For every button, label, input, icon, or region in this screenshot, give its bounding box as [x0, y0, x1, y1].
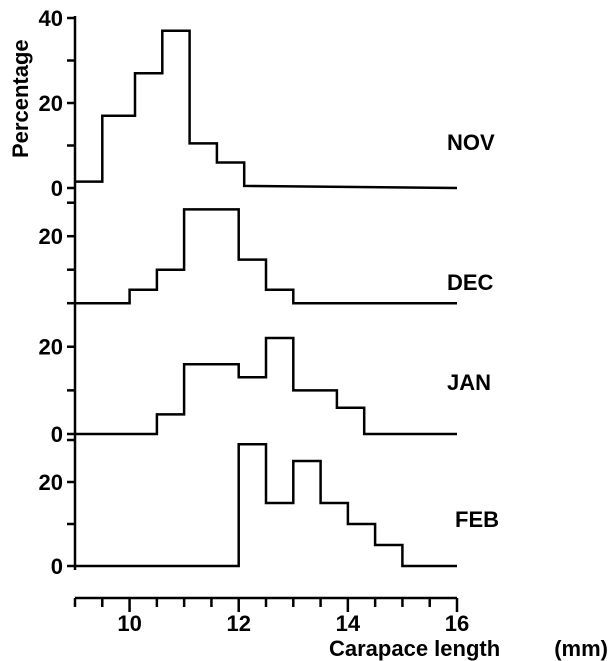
y-tick-label-nov: 0	[51, 176, 63, 201]
panel-label-nov: NOV	[447, 130, 495, 155]
panel-label-dec: DEC	[447, 270, 494, 295]
x-axis-unit: (mm)	[554, 636, 608, 661]
y-tick-label-dec: 20	[39, 224, 63, 249]
y-tick-label-feb: 20	[39, 470, 63, 495]
y-tick-label-jan: 20	[39, 335, 63, 360]
x-tick-label: 14	[336, 611, 361, 636]
y-tick-label-nov: 20	[39, 91, 63, 116]
y-tick-label-jan: 0	[51, 422, 63, 447]
panel-label-jan: JAN	[447, 370, 491, 395]
panel-label-feb: FEB	[455, 507, 499, 532]
x-axis-title: Carapace length	[329, 636, 500, 661]
y-axis-title: Percentage	[8, 39, 33, 158]
y-tick-label-nov: 40	[39, 6, 63, 31]
series-line-dec	[75, 208, 457, 305]
x-tick-label: 10	[117, 611, 141, 636]
series-line-jan	[75, 336, 457, 436]
series-line-feb	[75, 442, 457, 568]
series-line-nov	[75, 29, 458, 190]
y-tick-label-feb: 0	[51, 554, 63, 579]
x-tick-label: 16	[445, 611, 469, 636]
x-tick-label: 12	[226, 611, 250, 636]
